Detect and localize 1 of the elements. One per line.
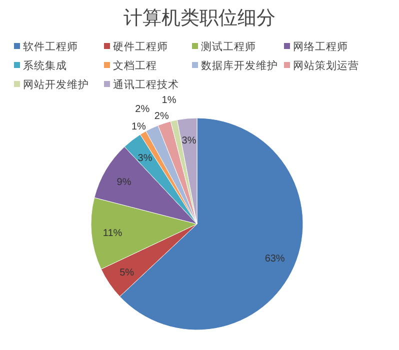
title: 计算机类职位细分 xyxy=(124,8,276,29)
